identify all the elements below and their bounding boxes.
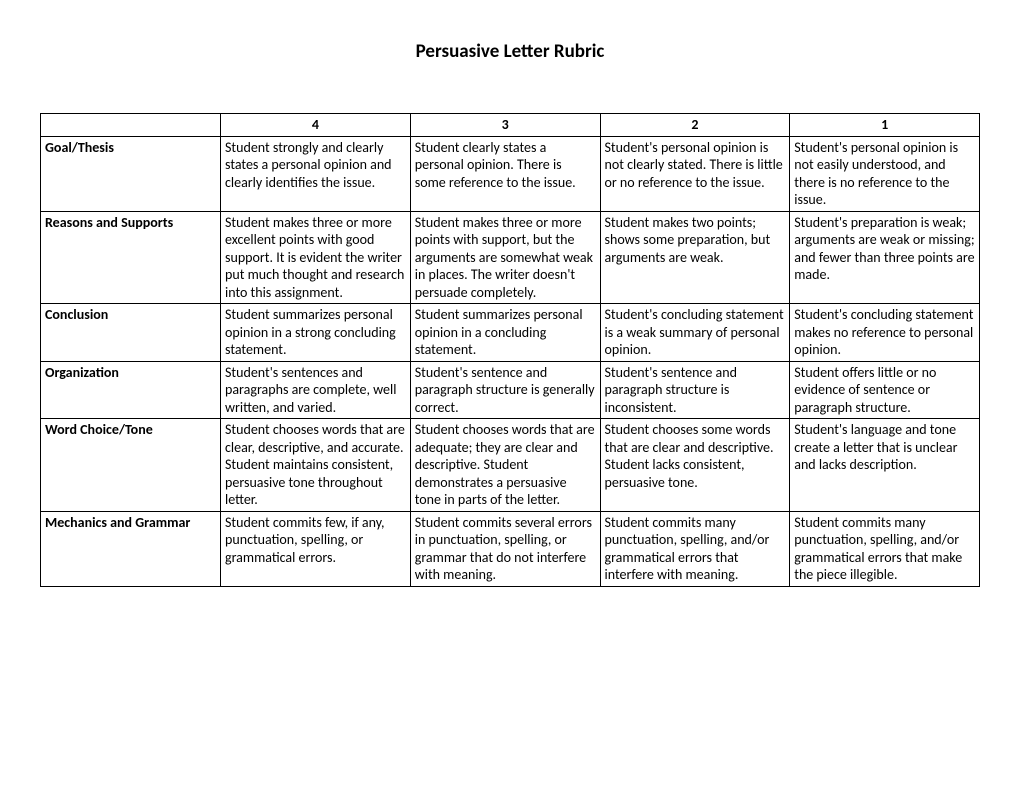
rubric-table: 4 3 2 1 Goal/Thesis Student strongly and… xyxy=(40,113,980,587)
rubric-cell: Student offers little or no evidence of … xyxy=(790,361,980,419)
rubric-cell: Student strongly and clearly states a pe… xyxy=(221,136,411,211)
rubric-cell: Student makes three or more excellent po… xyxy=(221,211,411,304)
table-row: Organization Student's sentences and par… xyxy=(41,361,980,419)
criteria-label: Mechanics and Grammar xyxy=(41,511,221,586)
criteria-label: Conclusion xyxy=(41,304,221,362)
rubric-cell: Student's concluding statement makes no … xyxy=(790,304,980,362)
rubric-cell: Student's personal opinion is not easily… xyxy=(790,136,980,211)
header-score: 1 xyxy=(790,114,980,137)
criteria-label: Goal/Thesis xyxy=(41,136,221,211)
rubric-cell: Student commits several errors in punctu… xyxy=(410,511,600,586)
rubric-cell: Student's sentence and paragraph structu… xyxy=(600,361,790,419)
rubric-cell: Student's concluding statement is a weak… xyxy=(600,304,790,362)
rubric-cell: Student summarizes personal opinion in a… xyxy=(410,304,600,362)
rubric-cell: Student makes three or more points with … xyxy=(410,211,600,304)
rubric-cell: Student clearly states a personal opinio… xyxy=(410,136,600,211)
header-score: 3 xyxy=(410,114,600,137)
rubric-cell: Student's personal opinion is not clearl… xyxy=(600,136,790,211)
rubric-cell: Student summarizes personal opinion in a… xyxy=(221,304,411,362)
header-blank xyxy=(41,114,221,137)
rubric-cell: Student chooses words that are adequate;… xyxy=(410,419,600,512)
rubric-cell: Student chooses some words that are clea… xyxy=(600,419,790,512)
criteria-label: Word Choice/Tone xyxy=(41,419,221,512)
criteria-label: Organization xyxy=(41,361,221,419)
criteria-label: Reasons and Supports xyxy=(41,211,221,304)
rubric-cell: Student commits many punctuation, spelli… xyxy=(600,511,790,586)
rubric-cell: Student makes two points; shows some pre… xyxy=(600,211,790,304)
rubric-cell: Student chooses words that are clear, de… xyxy=(221,419,411,512)
rubric-cell: Student's sentences and paragraphs are c… xyxy=(221,361,411,419)
table-header-row: 4 3 2 1 xyxy=(41,114,980,137)
rubric-cell: Student's preparation is weak; arguments… xyxy=(790,211,980,304)
rubric-cell: Student's sentence and paragraph structu… xyxy=(410,361,600,419)
rubric-cell: Student commits many punctuation, spelli… xyxy=(790,511,980,586)
table-row: Word Choice/Tone Student chooses words t… xyxy=(41,419,980,512)
header-score: 4 xyxy=(221,114,411,137)
table-row: Mechanics and Grammar Student commits fe… xyxy=(41,511,980,586)
document-page: Persuasive Letter Rubric 4 3 2 1 Goal/Th… xyxy=(0,0,1020,788)
page-title: Persuasive Letter Rubric xyxy=(40,40,980,63)
table-row: Conclusion Student summarizes personal o… xyxy=(41,304,980,362)
rubric-cell: Student's language and tone create a let… xyxy=(790,419,980,512)
table-body: Goal/Thesis Student strongly and clearly… xyxy=(41,136,980,586)
table-row: Goal/Thesis Student strongly and clearly… xyxy=(41,136,980,211)
header-score: 2 xyxy=(600,114,790,137)
rubric-cell: Student commits few, if any, punctuation… xyxy=(221,511,411,586)
table-row: Reasons and Supports Student makes three… xyxy=(41,211,980,304)
